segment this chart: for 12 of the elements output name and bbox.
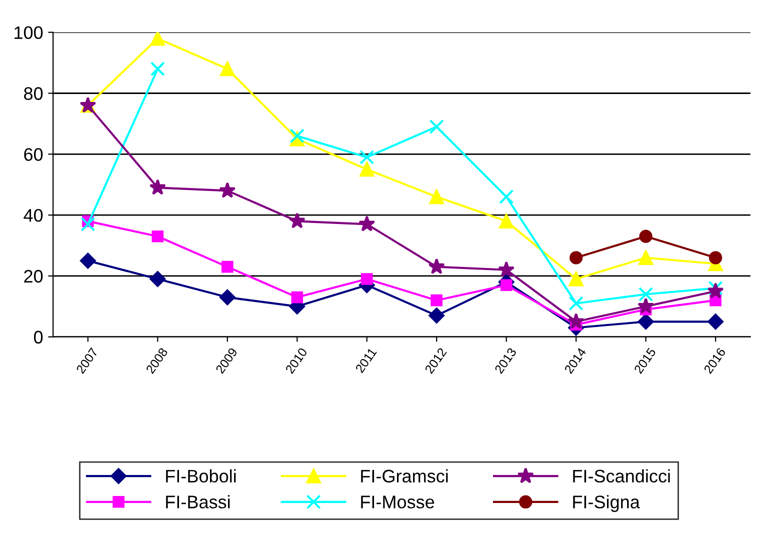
y-tick-label: 0: [34, 330, 43, 344]
legend-label: FI-Scandicci: [573, 469, 670, 483]
legend-label: FI-Mosse: [361, 496, 434, 508]
y-tick-label: 60: [24, 148, 43, 161]
legend-label: FI-Boboli: [166, 469, 236, 483]
y-tick-label: 100: [14, 26, 43, 40]
legend-label: FI-Signa: [573, 495, 640, 512]
y-tick-label: 20: [24, 270, 43, 283]
legend-label: FI-Bassi: [166, 495, 230, 508]
legend-label: FI-Gramsci: [361, 469, 448, 483]
y-tick-label: 40: [24, 208, 43, 222]
y-tick-label: 80: [24, 87, 43, 100]
